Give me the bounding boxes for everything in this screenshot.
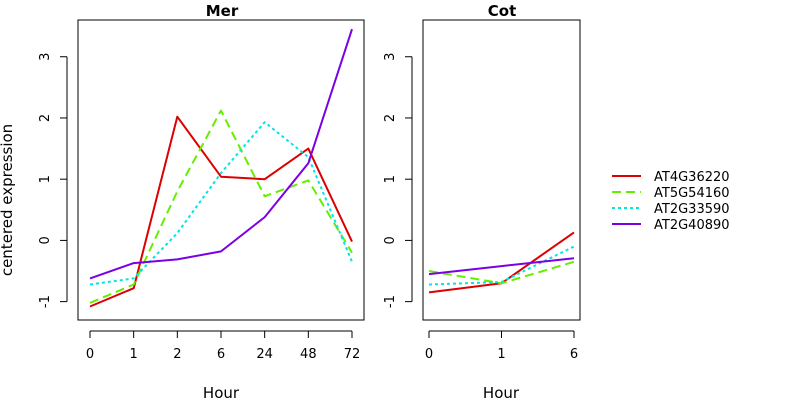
y-tick-label: 3 [38,53,53,61]
y-tick-label: 1 [38,175,53,183]
y-tick-label: 0 [38,236,53,244]
y-tick-label: 0 [383,236,398,244]
plot-frame-mer [77,19,365,321]
y-tick-label: 1 [383,175,398,183]
series-line-at2g40890 [428,257,575,276]
y-axis-cot: -1 0 1 2 3 [383,53,413,308]
legend-label: AT5G54160 [654,186,730,201]
plot-frame-cot [422,19,581,321]
x-tick-label: 24 [256,347,273,362]
legend-label: AT4G36220 [654,170,730,185]
x-axis-cot: 0 1 6 [425,330,578,362]
y-tick-label: 2 [383,114,398,122]
legend-label: AT2G40890 [654,218,730,233]
series-lines-mer [89,28,353,308]
x-tick-label: 6 [217,347,225,362]
x-tick-label: 1 [130,347,138,362]
legend-label: AT2G33590 [654,202,730,217]
x-axis-mer: 0 1 2 6 24 48 72 [86,330,361,362]
series-line-at2g33590 [89,121,353,286]
y-tick-label: -1 [383,295,398,308]
x-tick-label: 48 [300,347,317,362]
x-axis-label-cot: Hour [483,384,520,400]
series-line-at2g33590 [428,245,575,286]
y-tick-label: -1 [38,295,53,308]
series-line-at5g54160 [89,109,353,304]
x-axis-label-mer: Hour [203,384,240,400]
y-tick-label: 3 [383,53,398,61]
panel-cot: Cot 0 1 6 -1 0 1 2 3 Hour [383,2,581,400]
panel-mer: Mer 0 1 2 6 24 48 72 -1 0 1 2 3 Hour centered expr… [0,2,365,400]
x-tick-label: 72 [344,347,361,362]
x-tick-label: 1 [497,347,505,362]
x-tick-label: 2 [173,347,181,362]
y-axis-label: centered expression [0,124,16,276]
y-axis-mer: -1 0 1 2 3 [38,53,68,308]
x-tick-label: 0 [425,347,433,362]
series-line-at4g36220 [89,115,353,308]
panel-title-cot: Cot [488,2,516,20]
x-tick-label: 0 [86,347,94,362]
x-tick-label: 6 [570,347,578,362]
panel-title-mer: Mer [206,2,239,20]
series-lines-cot [428,231,575,294]
series-line-at5g54160 [428,260,575,285]
y-tick-label: 2 [38,114,53,122]
series-line-at2g40890 [89,28,353,280]
